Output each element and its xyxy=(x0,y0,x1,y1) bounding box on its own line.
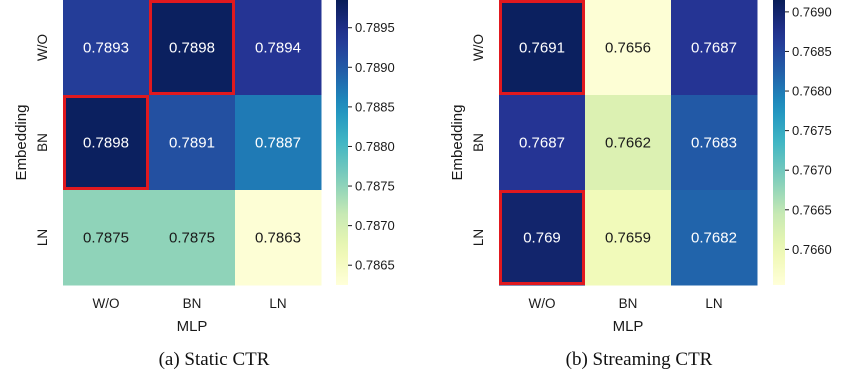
y-tick-labels: W/O BN LN xyxy=(471,34,486,246)
colorbar-gradient xyxy=(336,0,348,285)
heatmap-cells: 0.7893 0.7898 0.7894 0.7898 0.7891 0.7887 0.78… xyxy=(63,0,322,286)
cell-value-label: 0.769 xyxy=(523,230,561,247)
colorbar-gradient xyxy=(773,0,785,285)
colorbar-tick-label: 0.7680 xyxy=(792,84,832,99)
highlight-border xyxy=(63,95,149,190)
x-tick-label: LN xyxy=(269,296,286,311)
cell-value-label: 0.7656 xyxy=(605,40,651,57)
x-tick-label: BN xyxy=(619,296,638,311)
subfigure-caption: (a) Static CTR xyxy=(159,349,270,370)
heatmap-cell xyxy=(499,95,586,191)
y-tick-label: W/O xyxy=(35,34,50,61)
colorbar-tick-label: 0.7895 xyxy=(355,20,395,35)
heatmap-cell xyxy=(499,0,586,96)
cell-value-label: 0.7891 xyxy=(169,135,215,152)
heatmap-cells: 0.7691 0.7656 0.7687 0.7687 0.7662 0.7683 0.76… xyxy=(499,0,758,286)
heatmap-cell xyxy=(235,95,322,191)
cell-value-label: 0.7863 xyxy=(255,230,301,247)
cell-value-label: 0.7687 xyxy=(691,40,737,57)
cell-value-label: 0.7659 xyxy=(605,230,651,247)
y-axis-title: Embedding xyxy=(13,105,30,181)
colorbar-tick-label: 0.7880 xyxy=(355,139,395,154)
heatmap-cell xyxy=(585,0,672,96)
highlight-border xyxy=(499,190,585,285)
y-tick-label: BN xyxy=(35,133,50,152)
x-tick-labels: W/O BN LN xyxy=(93,296,287,311)
colorbar-tick-label: 0.7675 xyxy=(792,123,832,138)
cell-value-label: 0.7875 xyxy=(83,230,129,247)
heatmap-cell xyxy=(671,0,758,96)
x-tick-label: W/O xyxy=(529,296,556,311)
x-tick-label: BN xyxy=(183,296,202,311)
x-axis-title: MLP xyxy=(177,318,208,335)
colorbar-tick-label: 0.7885 xyxy=(355,99,395,114)
heatmap-cell xyxy=(63,95,150,191)
cell-value-label: 0.7691 xyxy=(519,40,565,57)
cell-value-label: 0.7898 xyxy=(169,40,215,57)
heatmap-cell xyxy=(149,0,236,96)
colorbar-tick-label: 0.7690 xyxy=(792,4,832,19)
colorbar-tick-label: 0.7870 xyxy=(355,218,395,233)
x-axis-title: MLP xyxy=(613,318,644,335)
cell-value-label: 0.7894 xyxy=(255,40,301,57)
colorbar-tick-label: 0.7890 xyxy=(355,60,395,75)
heatmap-cell xyxy=(585,190,672,286)
heatmap-panel-streaming: 0.7691 0.7656 0.7687 0.7687 0.7662 0.7683 0.76… xyxy=(449,0,832,370)
heatmap-cell xyxy=(671,190,758,286)
cell-value-label: 0.7682 xyxy=(691,230,737,247)
y-tick-label: LN xyxy=(471,229,486,246)
heatmap-cell xyxy=(149,95,236,191)
x-tick-label: LN xyxy=(705,296,722,311)
cell-value-label: 0.7887 xyxy=(255,135,301,152)
x-tick-label: W/O xyxy=(93,296,120,311)
cell-value-label: 0.7683 xyxy=(691,135,737,152)
cell-value-label: 0.7662 xyxy=(605,135,651,152)
y-tick-label: BN xyxy=(471,133,486,152)
x-tick-labels: W/O BN LN xyxy=(529,296,723,311)
colorbar: 0.7660 0.7665 0.7670 0.7675 0.7680 0.7685 0.76… xyxy=(773,0,832,285)
colorbar: 0.7865 0.7870 0.7875 0.7880 0.7885 0.7890 0.78… xyxy=(336,0,395,285)
cell-value-label: 0.7687 xyxy=(519,135,565,152)
cell-value-label: 0.7875 xyxy=(169,230,215,247)
heatmap-cell xyxy=(63,190,150,286)
colorbar-tick-label: 0.7865 xyxy=(355,258,395,273)
subfigure-caption: (b) Streaming CTR xyxy=(566,349,713,370)
y-axis-title: Embedding xyxy=(449,105,466,181)
cell-value-label: 0.7898 xyxy=(83,135,129,152)
colorbar-tick-label: 0.7665 xyxy=(792,202,832,217)
colorbar-tick-label: 0.7875 xyxy=(355,179,395,194)
heatmap-cell xyxy=(499,190,586,286)
heatmap-cell xyxy=(63,0,150,96)
heatmap-cell xyxy=(585,95,672,191)
highlight-border xyxy=(499,0,585,95)
heatmap-panel-static: 0.7893 0.7898 0.7894 0.7898 0.7891 0.7887 0.78… xyxy=(13,0,395,370)
colorbar-tick-label: 0.7685 xyxy=(792,44,832,59)
colorbar-tick-label: 0.7660 xyxy=(792,242,832,257)
y-tick-labels: W/O BN LN xyxy=(35,34,50,246)
heatmap-cell xyxy=(149,190,236,286)
y-tick-label: W/O xyxy=(471,34,486,61)
heatmap-cell xyxy=(235,190,322,286)
y-tick-label: LN xyxy=(35,229,50,246)
colorbar-tick-label: 0.7670 xyxy=(792,163,832,178)
heatmap-cell xyxy=(671,95,758,191)
cell-value-label: 0.7893 xyxy=(83,40,129,57)
heatmap-cell xyxy=(235,0,322,96)
highlight-border xyxy=(149,0,235,95)
